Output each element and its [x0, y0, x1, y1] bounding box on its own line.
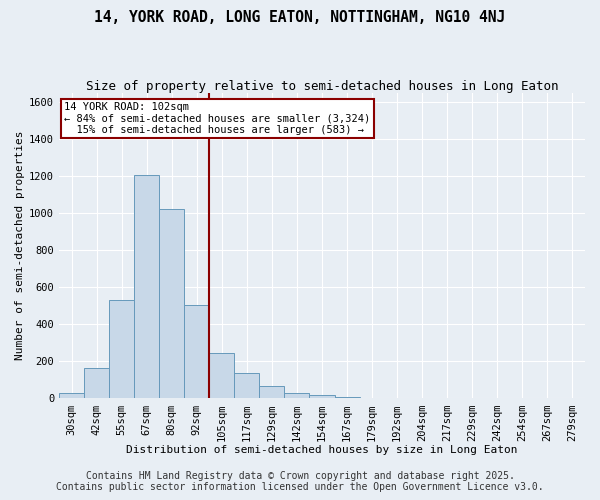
Bar — [134, 175, 159, 398]
Text: 14 YORK ROAD: 102sqm
← 84% of semi-detached houses are smaller (3,324)
  15% of : 14 YORK ROAD: 102sqm ← 84% of semi-detac… — [64, 102, 371, 136]
Bar — [59, 393, 84, 398]
Bar — [109, 300, 134, 398]
Bar — [284, 393, 310, 398]
Bar — [235, 372, 259, 398]
Bar — [184, 305, 209, 398]
Bar — [259, 386, 284, 398]
Text: Contains HM Land Registry data © Crown copyright and database right 2025.
Contai: Contains HM Land Registry data © Crown c… — [56, 471, 544, 492]
Bar — [84, 368, 109, 398]
X-axis label: Distribution of semi-detached houses by size in Long Eaton: Distribution of semi-detached houses by … — [126, 445, 518, 455]
Title: Size of property relative to semi-detached houses in Long Eaton: Size of property relative to semi-detach… — [86, 80, 558, 93]
Bar — [209, 354, 235, 399]
Y-axis label: Number of semi-detached properties: Number of semi-detached properties — [15, 131, 25, 360]
Text: 14, YORK ROAD, LONG EATON, NOTTINGHAM, NG10 4NJ: 14, YORK ROAD, LONG EATON, NOTTINGHAM, N… — [94, 10, 506, 25]
Bar — [310, 395, 335, 398]
Bar — [159, 208, 184, 398]
Bar — [335, 396, 359, 398]
